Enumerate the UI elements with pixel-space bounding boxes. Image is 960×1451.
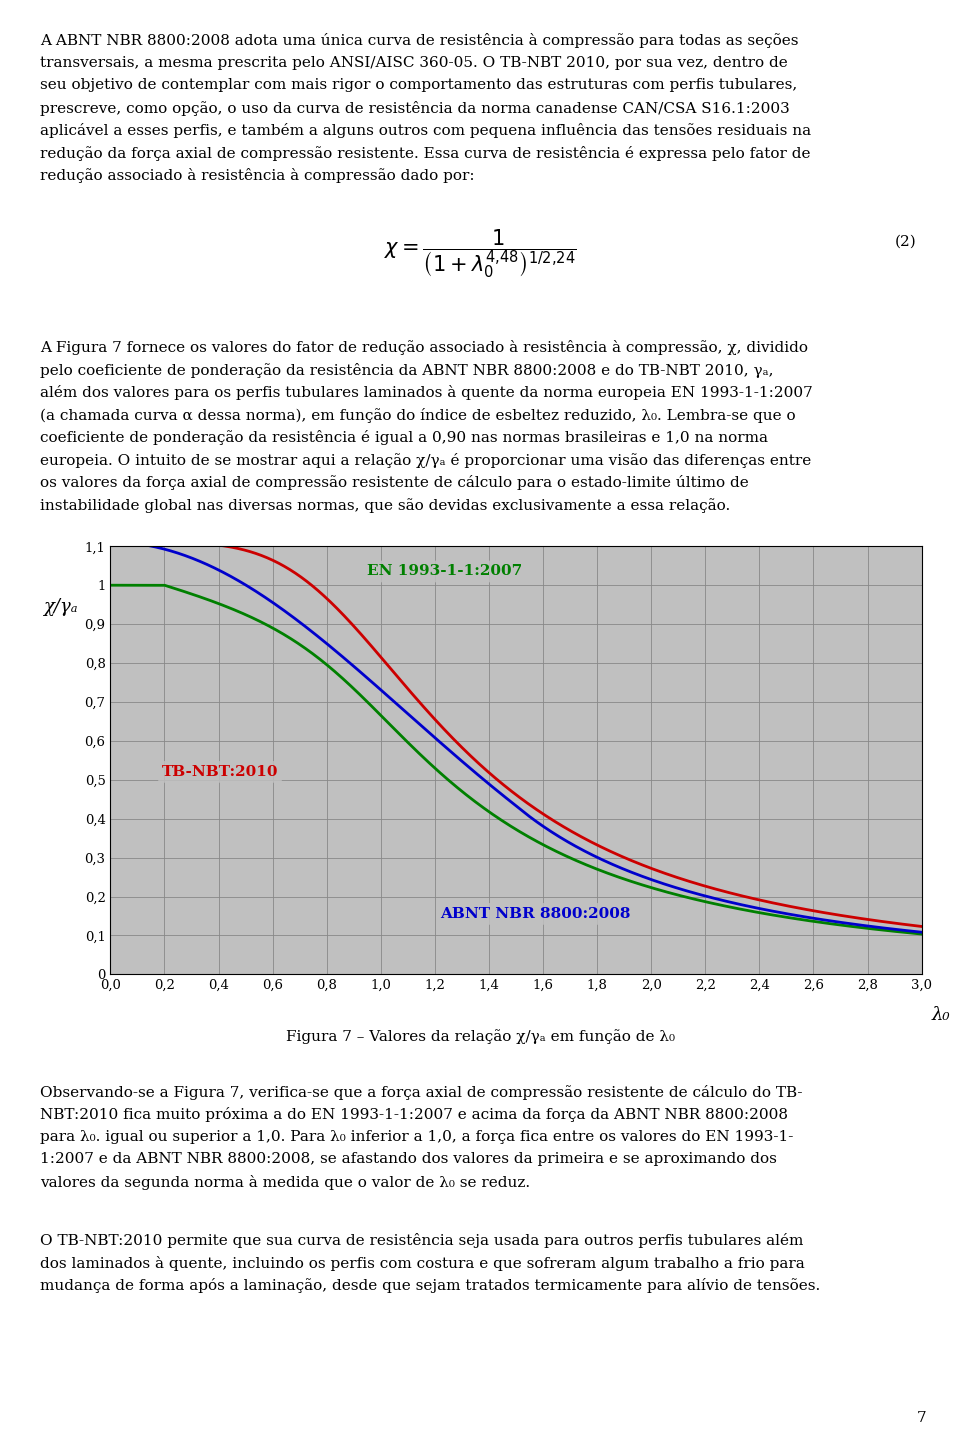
- Text: dos laminados à quente, incluindo os perfis com costura e que sofreram algum tra: dos laminados à quente, incluindo os per…: [40, 1255, 805, 1271]
- Text: χ/γₐ: χ/γₐ: [43, 598, 78, 615]
- Text: EN 1993-1-1:2007: EN 1993-1-1:2007: [368, 564, 522, 579]
- Text: redução associado à resistência à compressão dado por:: redução associado à resistência à compre…: [40, 168, 475, 183]
- Text: seu objetivo de contemplar com mais rigor o comportamento das estruturas com per: seu objetivo de contemplar com mais rigo…: [40, 78, 798, 93]
- Text: os valores da força axial de compressão resistente de cálculo para o estado-limi: os valores da força axial de compressão …: [40, 476, 749, 490]
- Text: TB-NBT:2010: TB-NBT:2010: [162, 765, 278, 779]
- Text: europeia. O intuito de se mostrar aqui a relação χ/γₐ é proporcionar uma visão d: europeia. O intuito de se mostrar aqui a…: [40, 453, 811, 467]
- Text: para λ₀. igual ou superior a 1,0. Para λ₀ inferior a 1,0, a força fica entre os : para λ₀. igual ou superior a 1,0. Para λ…: [40, 1129, 794, 1143]
- Text: O TB-NBT:2010 permite que sua curva de resistência seja usada para outros perfis: O TB-NBT:2010 permite que sua curva de r…: [40, 1233, 804, 1248]
- Text: transversais, a mesma prescrita pelo ANSI/AISC 360-05. O TB-NBT 2010, por sua ve: transversais, a mesma prescrita pelo ANS…: [40, 55, 788, 70]
- Text: instabilidade global nas diversas normas, que são devidas exclusivamente a essa : instabilidade global nas diversas normas…: [40, 498, 731, 512]
- Text: 7: 7: [917, 1410, 926, 1425]
- Text: aplicável a esses perfis, e também a alguns outros com pequena influência das te: aplicável a esses perfis, e também a alg…: [40, 123, 811, 138]
- Text: redução da força axial de compressão resistente. Essa curva de resistência é exp: redução da força axial de compressão res…: [40, 147, 811, 161]
- Text: além dos valores para os perfis tubulares laminados à quente da norma europeia E: além dos valores para os perfis tubulare…: [40, 386, 813, 400]
- Text: coeficiente de ponderação da resistência é igual a 0,90 nas normas brasileiras e: coeficiente de ponderação da resistência…: [40, 429, 768, 445]
- Text: A ABNT NBR 8800:2008 adota uma única curva de resistência à compressão para toda: A ABNT NBR 8800:2008 adota uma única cur…: [40, 33, 799, 48]
- Text: Observando-se a Figura 7, verifica-se que a força axial de compressão resistente: Observando-se a Figura 7, verifica-se qu…: [40, 1085, 803, 1100]
- Text: 1:2007 e da ABNT NBR 8800:2008, se afastando dos valores da primeira e se aproxi: 1:2007 e da ABNT NBR 8800:2008, se afast…: [40, 1152, 778, 1167]
- Text: pelo coeficiente de ponderação da resistência da ABNT NBR 8800:2008 e do TB-NBT : pelo coeficiente de ponderação da resist…: [40, 363, 774, 377]
- Text: prescreve, como opção, o uso da curva de resistência da norma canadense CAN/CSA : prescreve, como opção, o uso da curva de…: [40, 102, 790, 116]
- Text: NBT:2010 fica muito próxima a do EN 1993-1-1:2007 e acima da força da ABNT NBR 8: NBT:2010 fica muito próxima a do EN 1993…: [40, 1107, 788, 1122]
- Text: λ₀: λ₀: [931, 1007, 949, 1024]
- Text: (a chamada curva α dessa norma), em função do índice de esbeltez reduzido, λ₀. L: (a chamada curva α dessa norma), em funç…: [40, 408, 796, 422]
- Text: ABNT NBR 8800:2008: ABNT NBR 8800:2008: [441, 907, 631, 921]
- Text: mudança de forma após a laminação, desde que sejam tratados termicamente para al: mudança de forma após a laminação, desde…: [40, 1278, 821, 1293]
- Text: $\chi = \dfrac{1}{\left(1 + \lambda_0^{4{,}48}\right)^{1/2{,}24}}$: $\chi = \dfrac{1}{\left(1 + \lambda_0^{4…: [384, 228, 576, 280]
- Text: valores da segunda norma à medida que o valor de λ₀ se reduz.: valores da segunda norma à medida que o …: [40, 1175, 531, 1190]
- Text: (2): (2): [895, 235, 917, 248]
- Text: A Figura 7 fornece os valores do fator de redução associado à resistência à comp: A Figura 7 fornece os valores do fator d…: [40, 341, 808, 355]
- Text: Figura 7 – Valores da relação χ/γₐ em função de λ₀: Figura 7 – Valores da relação χ/γₐ em fu…: [285, 1030, 675, 1045]
